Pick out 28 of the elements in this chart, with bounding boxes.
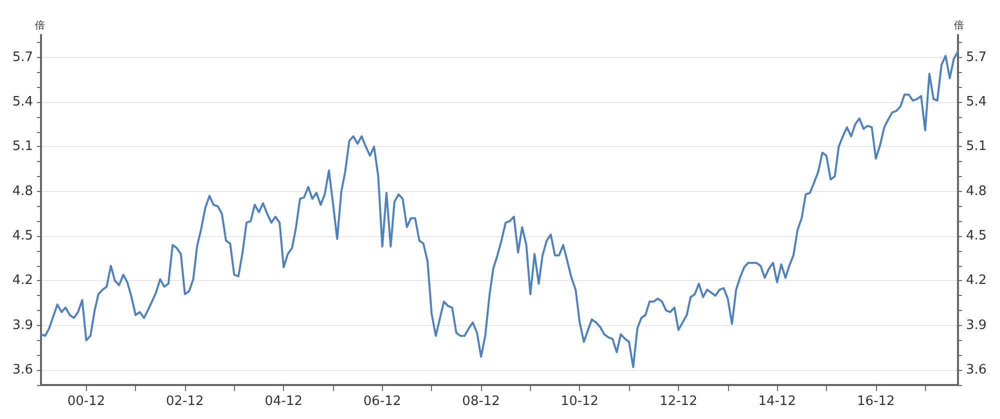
x-tick-label: 00-12: [67, 394, 106, 409]
x-tick-label: 16-12: [856, 394, 895, 409]
y2-tick-label: 3.9: [966, 318, 987, 333]
y2-tick-label: 4.2: [966, 273, 987, 288]
y2-tick-label: 5.7: [966, 50, 987, 65]
y-tick-label: 5.7: [12, 50, 33, 65]
y2-axis-title: 倍: [954, 20, 964, 32]
x-tick-label: 14-12: [758, 394, 796, 409]
x-tick-label: 08-12: [462, 394, 500, 409]
y-tick-label: 5.1: [12, 139, 33, 154]
x-tick-label: 02-12: [166, 394, 204, 409]
y-tick-label: 3.9: [12, 318, 33, 333]
y-tick-label: 4.5: [12, 228, 33, 244]
y-tick-label: 4.8: [12, 184, 33, 199]
line-series: [40, 50, 959, 368]
x-tick-label: 10-12: [560, 394, 599, 409]
y2-tick-label: 4.8: [966, 184, 987, 199]
x-tick-label: 04-12: [264, 394, 303, 409]
y2-tick-label: 5.1: [966, 139, 987, 154]
y-axis-title: 倍: [35, 20, 45, 32]
y-tick-label: 4.2: [12, 273, 33, 288]
y2-tick-label: 3.6: [966, 362, 987, 378]
y2-tick-label: 5.4: [966, 94, 987, 110]
y2-tick-label: 4.5: [966, 228, 987, 244]
x-tick-label: 12-12: [660, 394, 698, 409]
y-tick-label: 3.6: [12, 362, 33, 378]
y-tick-label: 5.4: [12, 94, 33, 110]
x-tick-label: 06-12: [363, 394, 402, 409]
